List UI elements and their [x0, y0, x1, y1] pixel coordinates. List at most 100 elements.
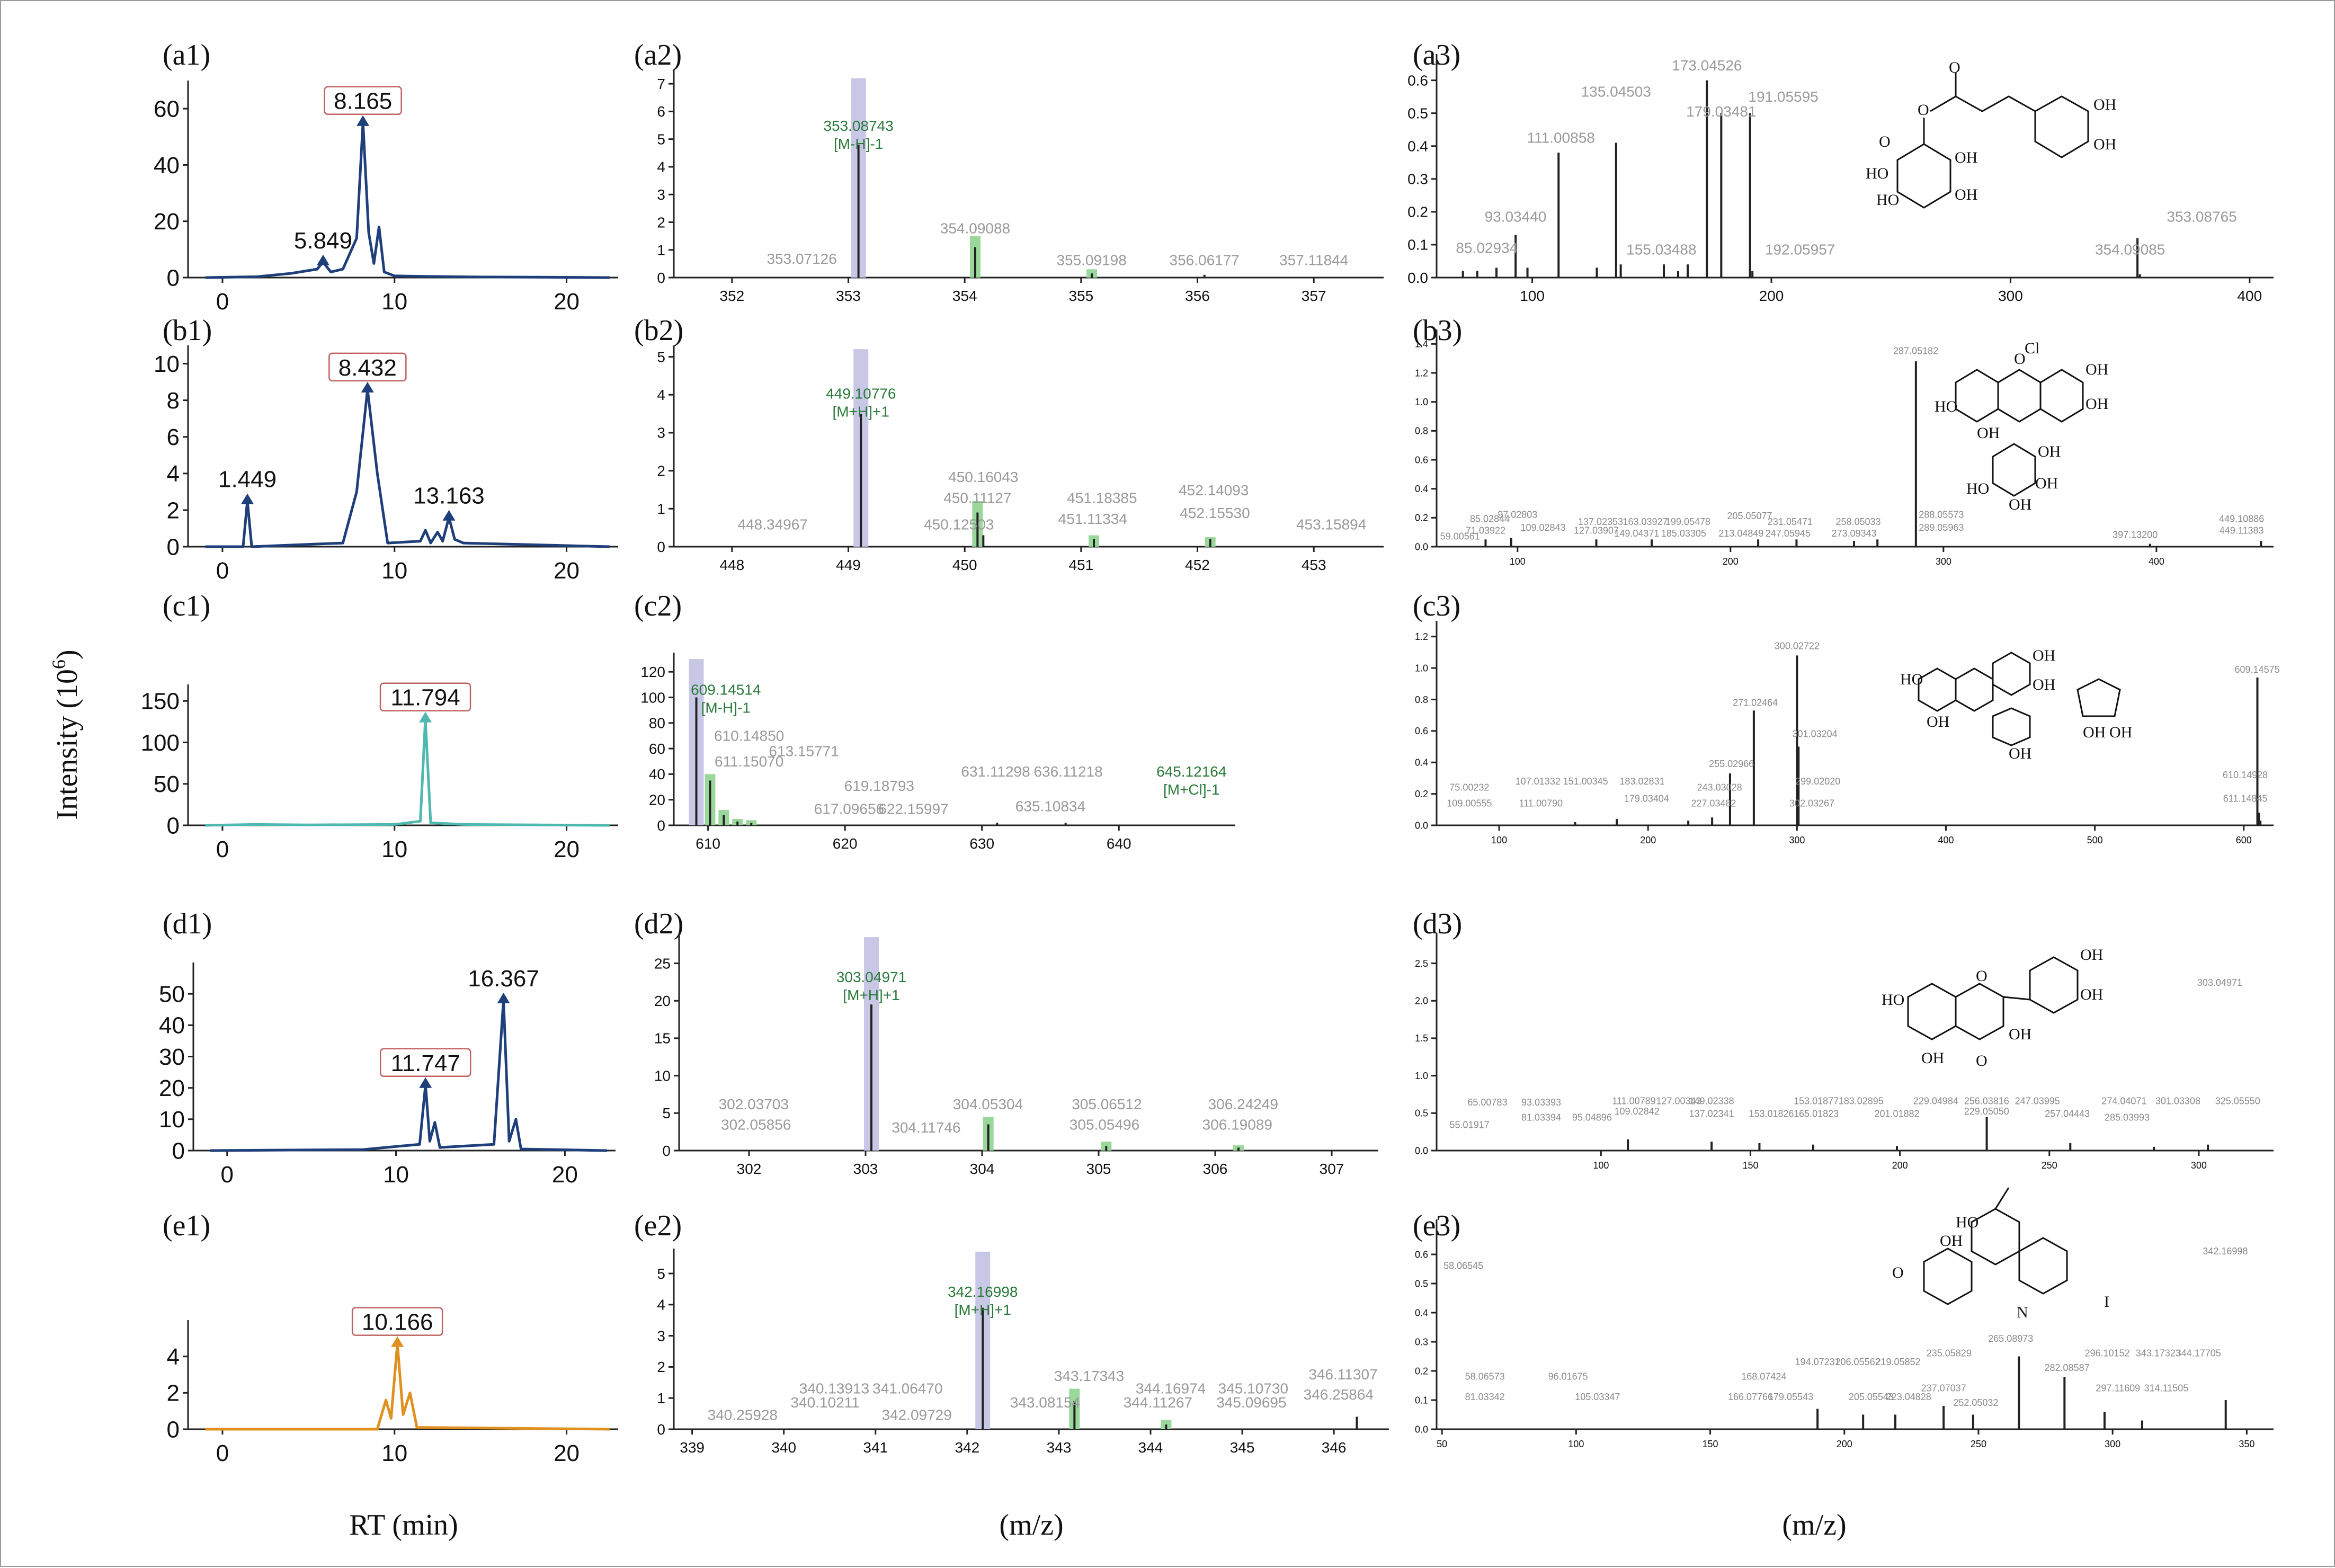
ms-peak-label: 95.04896: [1572, 1112, 1612, 1122]
y-tick-label: 8: [167, 388, 180, 414]
ms-peak-label: 237.07037: [1921, 1383, 1966, 1394]
y-tick-label: 20: [654, 993, 671, 1009]
y-tick-label: 5: [662, 1105, 671, 1121]
x-tick-label: 100: [1568, 1439, 1584, 1449]
ms-peak-label: 342.16998: [2203, 1246, 2248, 1257]
ms-peak-label: 81.03394: [1521, 1112, 1561, 1122]
y-tick-label: 4: [167, 1344, 180, 1370]
y-tick-label: 0.6: [1415, 1249, 1428, 1260]
y-tick-label: 3: [657, 186, 665, 203]
peak-marker: [419, 711, 432, 723]
y-tick-label: 120: [640, 664, 665, 680]
panel-label: (a1): [163, 39, 210, 72]
atom-oh: OH: [1955, 186, 1977, 203]
y-tick-label: 40: [159, 1013, 185, 1039]
y-tick-label: 0.3: [1415, 1337, 1428, 1347]
ms-peak-label: 213.04849: [1718, 528, 1763, 539]
y-tick-label: 60: [649, 741, 665, 757]
x-tick-label: 250: [2042, 1160, 2057, 1171]
peak-label-box: [324, 86, 402, 115]
y-tick-label: 1.2: [1415, 631, 1428, 642]
ms-peak-label: 273.09343: [1831, 528, 1876, 539]
y-tick-label: 2: [657, 1359, 665, 1375]
x-axis-title-rt: RT (min): [349, 1509, 458, 1542]
atom-oh: OH: [2009, 496, 2031, 513]
ms-peak-label: 340.13913: [799, 1380, 869, 1396]
atom-o: O: [1976, 967, 1988, 985]
chart-b1: (b1) 0 10 20 0 2 4 6 8 10 8.432 1.449 13.163: [154, 314, 618, 584]
y-tick-label: 7: [657, 76, 665, 92]
y-tick-label: 0.4: [1415, 484, 1428, 494]
ms-peak-label: 303.04971: [836, 969, 906, 985]
panel-label: (c1): [163, 590, 210, 622]
x-tick-label: 150: [1742, 1160, 1758, 1171]
ms-peak-label: 229.05050: [1964, 1106, 2009, 1117]
y-tick-label: 6: [167, 424, 180, 450]
ms-peak-label: 344.11267: [1124, 1394, 1192, 1411]
ms-peak-label: 151.00345: [1563, 776, 1608, 787]
atom-ho: HO: [1935, 398, 1957, 415]
x-tick-label: 303: [853, 1161, 878, 1177]
x-tick-label: 200: [1759, 288, 1784, 304]
y-tick-label: 0.5: [1415, 1108, 1428, 1119]
ms-peak-label: 304.11746: [892, 1119, 960, 1136]
peak-label-box: [351, 1307, 443, 1336]
peak-marker: [419, 1077, 432, 1088]
ms-peak-label: 65.00783: [1467, 1097, 1507, 1108]
x-tick-label: 20: [554, 289, 580, 315]
y-tick-label: 30: [159, 1044, 185, 1070]
ms-peak-label: 340.10211: [790, 1394, 859, 1411]
y-tick-label: 0.0: [1415, 1424, 1428, 1435]
ms-adduct-label: [M-H]-1: [701, 700, 751, 716]
y-tick-label: 0.6: [1415, 726, 1428, 736]
x-tick-label: 352: [719, 288, 744, 304]
panel-label: (e1): [163, 1209, 210, 1242]
y-tick-label: 0: [657, 1421, 665, 1438]
ms-peak-label: 168.07424: [1741, 1371, 1786, 1382]
y-tick-label: 1.5: [1415, 1033, 1428, 1044]
ms-peak-label: 127.03907: [1574, 525, 1619, 536]
ms-peak-label: 357.11844: [1279, 252, 1348, 268]
chart-b2: (b2) 448 449 450 451 452 453 0 1 2 3 4 5 449.10776[M+…: [634, 314, 1384, 573]
y-tick-label: 0.1: [1407, 237, 1428, 253]
chart-c2: (c2) 610 620 630 640 0 20 40 60 80 100 120 609.14514…: [634, 590, 1235, 852]
x-tick-label: 353: [836, 288, 861, 304]
ms-peak-label: 611.14845: [2223, 793, 2268, 804]
panel-label: (b1): [163, 314, 212, 347]
atom-o: O: [1918, 101, 1929, 119]
y-tick-label: 5: [657, 131, 665, 147]
ms-peak-label: 397.13200: [2113, 530, 2158, 540]
y-tick-label: 1: [657, 501, 665, 517]
x-tick-label: 306: [1203, 1161, 1228, 1177]
ms-peak-label: 343.08154: [1010, 1394, 1080, 1411]
x-tick-label: 357: [1302, 288, 1326, 304]
atom-oh: OH: [1955, 149, 1977, 166]
atom-cl: Cl: [2025, 340, 2039, 357]
ms-peak-label: 59.00561: [1440, 531, 1480, 541]
ms-peak-label: 166.07766: [1728, 1392, 1773, 1402]
y-tick-label: 0: [662, 1143, 671, 1159]
x-tick-label: 307: [1320, 1161, 1344, 1177]
ms-peak-label: 183.02831: [1619, 776, 1664, 787]
y-tick-label: 0: [167, 1416, 180, 1442]
x-tick-label: 400: [2149, 556, 2164, 567]
peak-label-box: [328, 352, 407, 382]
chart-d1: (d1) 0 10 20 0 10 20 30 40 50 11.747 16.367: [159, 907, 616, 1188]
atom-o-plus: O: [2014, 350, 2026, 368]
ms-peak-label: 340.25928: [708, 1406, 778, 1423]
x-tick-label: 250: [1971, 1439, 1986, 1449]
y-tick-label: 0: [172, 1138, 185, 1164]
ms-peak-label: 58.06573: [1465, 1371, 1505, 1382]
atom-oh: OH: [2033, 676, 2055, 693]
atom-oh: OH: [2080, 986, 2103, 1003]
ms-peak-label: 173.04526: [1672, 57, 1742, 74]
x-tick-label: 346: [1322, 1439, 1347, 1456]
ms-peak-label: 610.14928: [2223, 770, 2268, 780]
panel-label: (c3): [1413, 590, 1460, 622]
ms-peak-label: 343.17323: [2136, 1348, 2181, 1359]
y-tick-label: 1.4: [1415, 339, 1428, 350]
peak-marker: [391, 1336, 404, 1347]
chart-d2: (d2) 302 303 304 305 306 307 0 5 10 15 20 25 303.0497…: [634, 907, 1378, 1177]
